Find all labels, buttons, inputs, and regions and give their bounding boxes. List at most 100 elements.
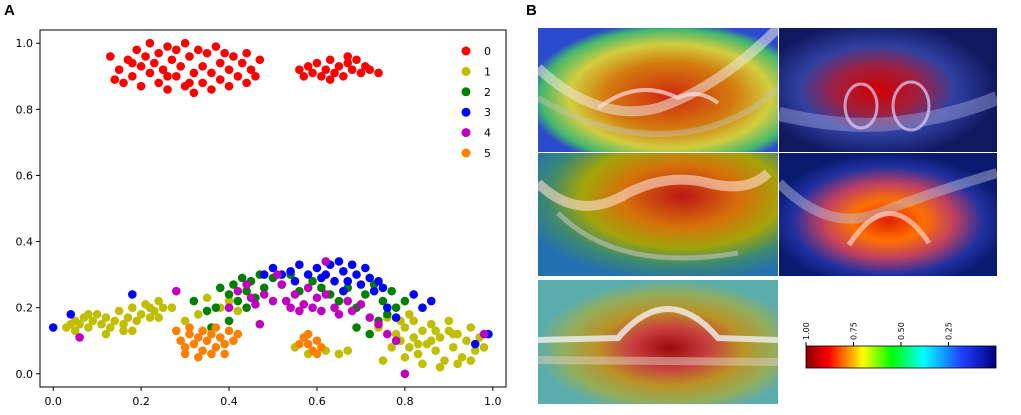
scatter-point-2 <box>378 296 388 306</box>
colorbar-gradient <box>805 345 997 369</box>
scatter-point-4 <box>356 300 366 309</box>
legend-marker-4 <box>461 128 471 138</box>
scatter-point-0 <box>233 71 243 81</box>
scatter-point-0 <box>339 71 348 81</box>
scatter-point-0 <box>343 52 353 61</box>
scatter-point-0 <box>347 65 357 74</box>
scatter-point-1 <box>334 349 344 359</box>
scatter-point-1 <box>431 346 440 355</box>
scatter-point-4 <box>171 286 181 296</box>
scatter-point-3 <box>312 263 322 273</box>
scatter-point-2 <box>233 296 243 306</box>
scatter-point-4 <box>295 306 304 316</box>
scatter-point-1 <box>448 343 458 352</box>
scatter-point-3 <box>383 303 392 312</box>
scatter-point-0 <box>145 68 155 78</box>
scatter-point-0 <box>202 48 212 58</box>
scatter-point-3 <box>303 270 313 279</box>
scatter-point-5 <box>176 336 185 346</box>
scatter-point-0 <box>356 68 366 78</box>
y-tick-label: 0.4 <box>16 236 34 249</box>
scatter-point-0 <box>128 58 137 68</box>
scatter-point-3 <box>347 260 357 269</box>
scatter-point-0 <box>106 52 115 61</box>
scatter-point-1 <box>413 339 423 349</box>
scatter-point-0 <box>189 88 199 98</box>
scatter-point-0 <box>158 65 168 74</box>
scatter-point-1 <box>114 306 124 316</box>
scatter-point-3 <box>321 270 331 279</box>
scatter-point-0 <box>308 68 317 78</box>
scatter-point-3 <box>128 290 137 299</box>
scatter-point-0 <box>128 71 137 81</box>
scatter-point-2 <box>202 306 212 316</box>
scatter-point-1 <box>119 319 128 329</box>
scatter-point-0 <box>215 58 225 68</box>
scatter-point-3 <box>361 263 370 273</box>
scatter-point-5 <box>185 329 194 339</box>
scatter-point-4 <box>224 303 234 312</box>
y-tick-label: 0.2 <box>16 302 34 315</box>
scatter-point-0 <box>374 68 383 78</box>
scatter-point-0 <box>110 75 120 84</box>
scatter-point-1 <box>453 359 462 369</box>
scatter-point-0 <box>343 58 353 68</box>
scatter-point-3 <box>48 323 58 332</box>
scatter-point-3 <box>409 290 418 299</box>
scatter-point-5 <box>215 333 225 342</box>
scatter-point-0 <box>163 71 172 81</box>
scatter-point-5 <box>180 349 190 359</box>
panel-label-a: A <box>4 2 15 19</box>
scatter-point-5 <box>317 343 326 352</box>
scatter-point-3 <box>295 260 304 269</box>
scatter-point-1 <box>101 313 111 322</box>
scatter-point-0 <box>224 81 234 91</box>
scatter-point-1 <box>101 329 111 339</box>
scatter-point-5 <box>185 323 194 332</box>
scatter-point-2 <box>211 303 221 312</box>
scatter-point-1 <box>145 303 155 312</box>
scatter-point-2 <box>224 316 234 326</box>
scatter-point-1 <box>418 359 427 369</box>
scatter-point-0 <box>141 52 150 61</box>
scatter-point-4 <box>242 280 251 289</box>
oct-heatmap-top-right <box>779 28 997 152</box>
colorbar-tick-label: 0.75 <box>850 322 859 340</box>
oct-heatmap-middle-right <box>779 153 997 276</box>
scatter-point-1 <box>75 319 84 329</box>
scatter-point-3 <box>286 267 295 276</box>
scatter-point-4 <box>347 306 357 316</box>
x-tick-label: 0.6 <box>308 395 326 408</box>
scatter-point-1 <box>132 316 142 326</box>
scatter-point-1 <box>119 326 128 336</box>
colorbar-tick-label: 0.25 <box>945 322 954 340</box>
scatter-point-1 <box>391 329 401 339</box>
scatter-point-0 <box>303 62 313 71</box>
scatter-point-1 <box>97 319 106 329</box>
scatter-point-1 <box>431 326 440 336</box>
legend-marker-2 <box>461 87 471 97</box>
scatter-point-4 <box>308 303 317 312</box>
scatter-point-0 <box>150 58 159 68</box>
scatter-point-0 <box>198 78 207 88</box>
scatter-point-4 <box>330 303 339 312</box>
scatter-point-1 <box>123 313 133 322</box>
scatter-point-0 <box>189 68 199 78</box>
scatter-point-1 <box>193 309 203 319</box>
scatter-point-3 <box>369 286 379 296</box>
scatter-point-4 <box>281 296 291 306</box>
x-tick-label: 1.0 <box>484 395 502 408</box>
scatter-point-3 <box>391 313 401 322</box>
scatter-point-3 <box>470 339 480 349</box>
oct-heatmap-middle-left <box>538 153 778 276</box>
scatter-point-5 <box>312 349 322 359</box>
scatter-point-3 <box>259 270 269 279</box>
scatter-point-3 <box>290 276 300 286</box>
scatter-point-0 <box>207 68 216 78</box>
scatter-point-5 <box>220 339 229 349</box>
scatter-point-0 <box>325 55 335 65</box>
scatter-point-0 <box>321 65 331 74</box>
scatter-point-2 <box>229 280 238 289</box>
scatter-point-0 <box>198 62 207 71</box>
scatter-point-1 <box>418 326 427 336</box>
